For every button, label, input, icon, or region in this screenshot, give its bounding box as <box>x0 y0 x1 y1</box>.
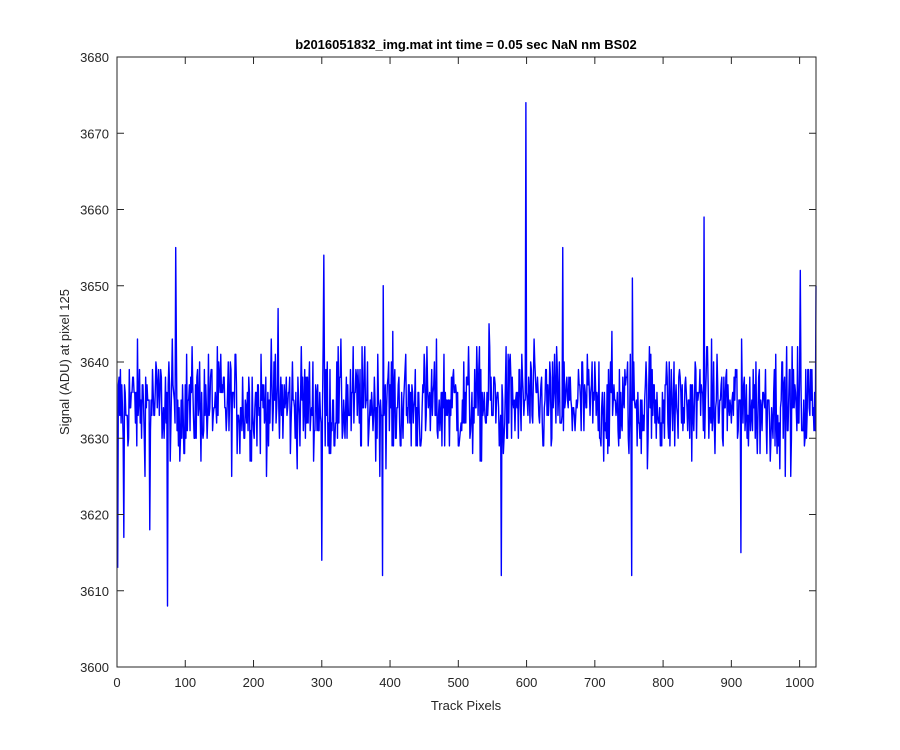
x-tick-label: 200 <box>243 675 265 690</box>
y-tick-label: 3670 <box>80 126 109 141</box>
y-tick-label: 3610 <box>80 584 109 599</box>
y-tick-label: 3640 <box>80 355 109 370</box>
plot-background <box>117 57 816 667</box>
chart-title: b2016051832_img.mat int time = 0.05 sec … <box>295 37 636 52</box>
x-tick-label: 700 <box>584 675 606 690</box>
x-tick-label: 600 <box>516 675 538 690</box>
y-axis-label: Signal (ADU) at pixel 125 <box>57 289 72 435</box>
y-tick-label: 3600 <box>80 660 109 675</box>
y-tick-label: 3650 <box>80 279 109 294</box>
y-ticks: 3600 3610 3620 3630 3640 3650 3660 3670 3680 <box>80 50 816 675</box>
x-tick-label: 0 <box>113 675 120 690</box>
x-tick-label: 900 <box>721 675 743 690</box>
y-tick-label: 3660 <box>80 203 109 218</box>
series-line <box>116 102 817 607</box>
x-tick-label: 500 <box>447 675 469 690</box>
x-tick-label: 300 <box>311 675 333 690</box>
x-tick-label: 1000 <box>785 675 814 690</box>
x-tick-label: 100 <box>174 675 196 690</box>
series-layer <box>116 102 817 607</box>
x-ticks: 0 100 200 300 400 500 600 700 800 900 1000 <box>113 57 814 690</box>
y-tick-label: 3620 <box>80 508 109 523</box>
x-tick-label: 400 <box>379 675 401 690</box>
x-tick-label: 800 <box>652 675 674 690</box>
y-tick-label: 3680 <box>80 50 109 65</box>
x-axis-label: Track Pixels <box>431 698 502 713</box>
y-tick-label: 3630 <box>80 431 109 446</box>
